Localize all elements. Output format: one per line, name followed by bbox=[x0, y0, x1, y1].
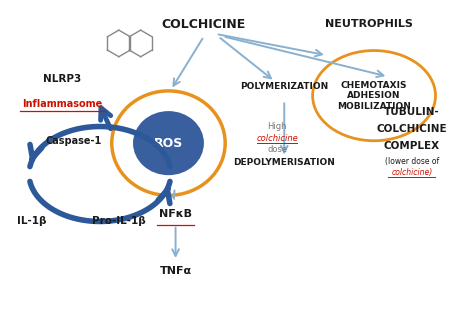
Text: colchicine: colchicine bbox=[256, 134, 298, 143]
Text: TNFα: TNFα bbox=[159, 266, 191, 276]
Text: TUBULIN-: TUBULIN- bbox=[384, 107, 440, 117]
Text: IL-1β: IL-1β bbox=[17, 216, 46, 227]
Text: High: High bbox=[267, 122, 287, 131]
Text: CHEMOTAXIS
ADHESION
MOBILIZATION: CHEMOTAXIS ADHESION MOBILIZATION bbox=[337, 81, 411, 111]
Text: COLCHICINE: COLCHICINE bbox=[162, 18, 246, 31]
Text: COMPLEX: COMPLEX bbox=[384, 140, 440, 150]
Text: (lower dose of: (lower dose of bbox=[385, 157, 439, 166]
Text: Inflammasome: Inflammasome bbox=[22, 99, 102, 109]
Text: Caspase-1: Caspase-1 bbox=[46, 136, 102, 146]
Text: colchicine): colchicine) bbox=[391, 168, 432, 177]
Text: dose: dose bbox=[267, 145, 287, 154]
Text: NEUTROPHILS: NEUTROPHILS bbox=[325, 20, 413, 29]
Text: Pro-IL-1β: Pro-IL-1β bbox=[92, 216, 146, 227]
Text: POLYMERIZATION: POLYMERIZATION bbox=[240, 82, 328, 91]
Text: DEPOLYMERISATION: DEPOLYMERISATION bbox=[233, 157, 335, 166]
Text: COLCHICINE: COLCHICINE bbox=[376, 124, 447, 134]
Ellipse shape bbox=[133, 111, 204, 175]
Text: NLRP3: NLRP3 bbox=[43, 74, 81, 84]
Text: NFκB: NFκB bbox=[159, 209, 192, 219]
Text: ROS: ROS bbox=[154, 137, 183, 150]
